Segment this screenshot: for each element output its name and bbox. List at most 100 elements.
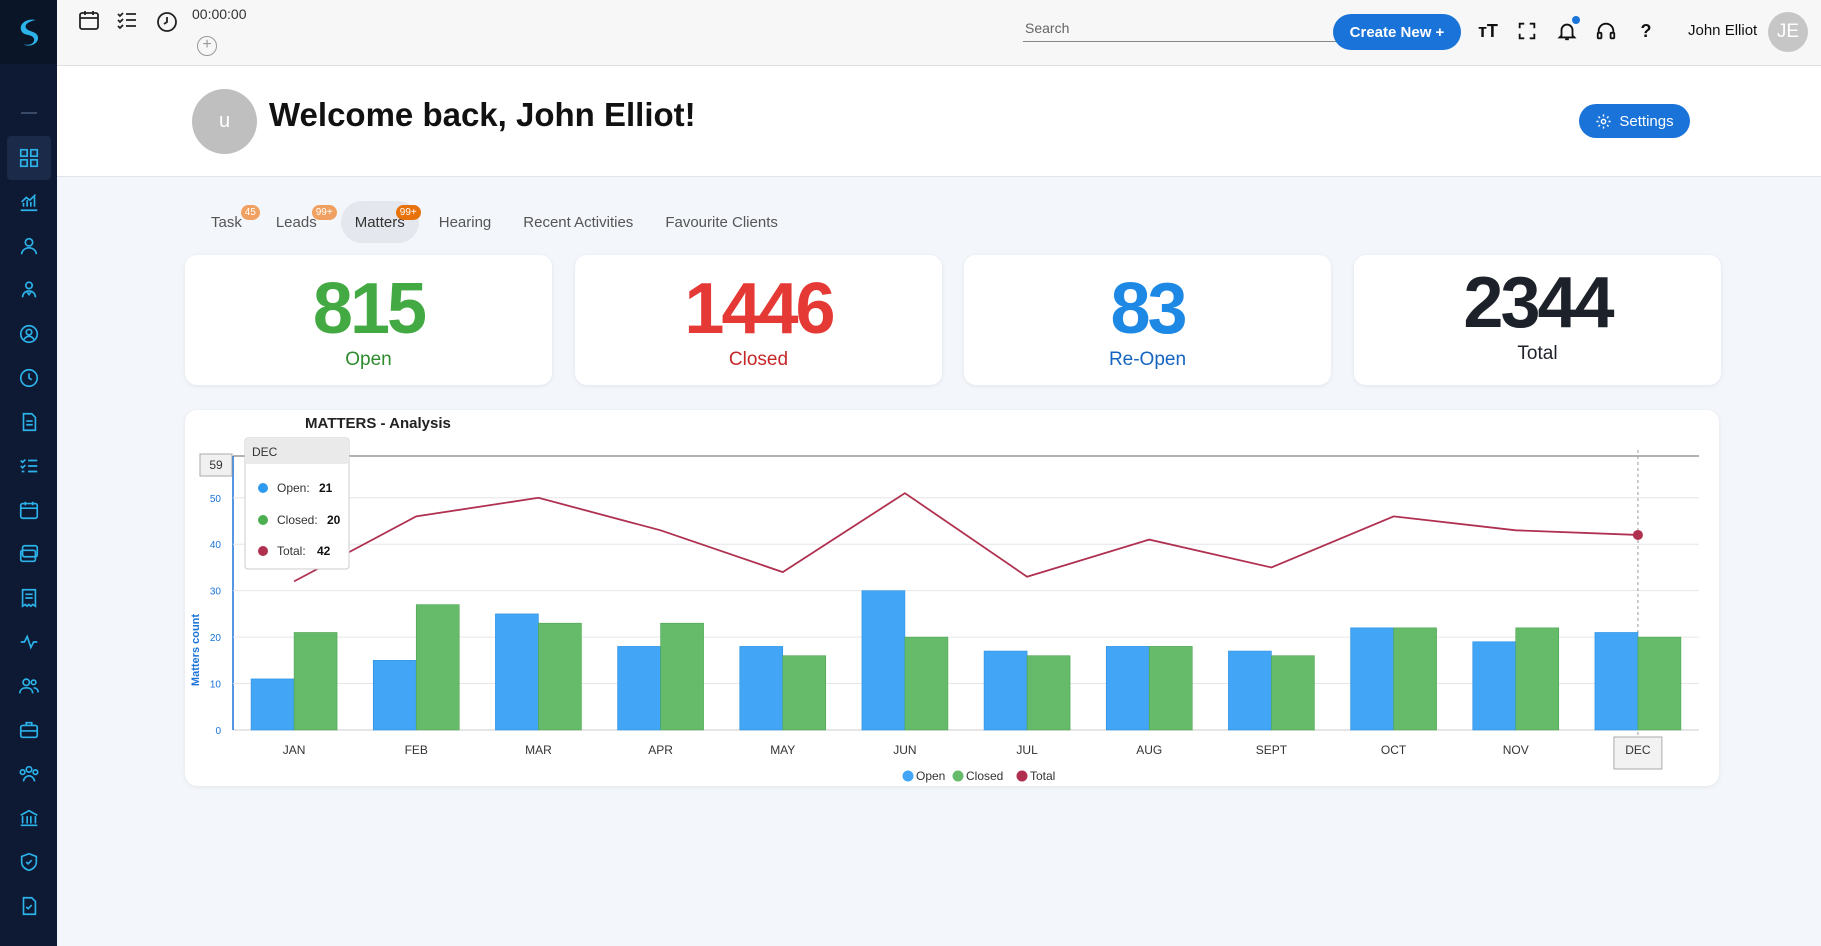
bell-icon[interactable] — [1554, 16, 1580, 44]
tab-hearing[interactable]: Hearing — [425, 201, 506, 243]
sidebar-item-contacts[interactable] — [0, 268, 57, 312]
checklist-icon — [19, 458, 37, 473]
tab-label: Hearing — [438, 213, 492, 231]
logo-icon — [20, 19, 38, 46]
tooltip-closed-value: 20 — [327, 513, 341, 527]
crosshair-value-box: 59 — [199, 453, 233, 477]
count-badge: 99+ — [395, 205, 421, 220]
legend-marker — [902, 770, 914, 782]
sidebar-item-clients[interactable] — [0, 312, 57, 356]
bar-open — [372, 660, 417, 731]
settings-button[interactable]: Settings — [1579, 104, 1690, 138]
cards-icon — [19, 544, 38, 563]
sidebar-item-security[interactable] — [0, 840, 57, 884]
search-placeholder: Search — [1025, 20, 1070, 36]
sidebar-item-analytics[interactable] — [0, 180, 57, 224]
x-tick-label: MAR — [525, 743, 552, 757]
tab-recent-activities[interactable]: Recent Activities — [509, 201, 647, 243]
stat-label: Total — [1517, 343, 1558, 364]
x-tick-label: APR — [648, 743, 673, 757]
user-name[interactable]: John Elliot — [1688, 22, 1758, 39]
bar-closed — [782, 655, 827, 731]
bar-closed — [538, 622, 582, 731]
app-logo[interactable] — [0, 0, 57, 64]
bar-open — [250, 678, 295, 731]
bar-closed — [1271, 655, 1315, 731]
sidebar-item-workflow[interactable] — [0, 620, 57, 664]
stat-card-reopen[interactable]: 83 Re-Open — [964, 255, 1331, 385]
sidebar-item-user[interactable] — [0, 224, 57, 268]
sidebar-item-invoices[interactable] — [0, 576, 57, 620]
bar-open — [617, 646, 661, 731]
bar-closed — [1393, 627, 1437, 731]
matters-analysis-chart: MATTERS - Analysis Matters count 0 10 20 30… — [185, 410, 1719, 786]
text-size-icon[interactable]: тT — [1478, 20, 1498, 41]
sidebar-item-documents[interactable] — [0, 400, 57, 444]
y-axis-label: Matters count — [190, 614, 202, 686]
help-icon[interactable]: ? — [1640, 20, 1652, 41]
line-total — [293, 492, 1638, 583]
tab-label: Recent Activities — [523, 213, 634, 231]
sidebar-item-billing[interactable] — [0, 532, 57, 576]
sidebar-item-approvals[interactable] — [0, 884, 57, 928]
stat-value: 83 — [1110, 269, 1187, 349]
user-avatar[interactable]: JE — [1768, 12, 1808, 52]
y-tick-label: 20 — [210, 633, 222, 644]
workflow-icon — [20, 634, 37, 650]
sidebar-item-time[interactable] — [0, 356, 57, 400]
sidebar — [0, 0, 57, 946]
bar-closed — [904, 636, 949, 731]
x-tick-label: SEPT — [1256, 743, 1288, 757]
legend-label: Open — [916, 769, 945, 783]
sidebar-item-bank[interactable] — [0, 796, 57, 840]
sidebar-item-calendar[interactable] — [0, 488, 57, 532]
chart-title: MATTERS - Analysis — [305, 415, 451, 432]
stopwatch-icon[interactable] — [155, 10, 179, 34]
stat-card-closed[interactable]: 1446 Closed — [575, 255, 942, 385]
sidebar-item-dashboard[interactable] — [6, 136, 51, 180]
fullscreen-icon[interactable] — [1514, 18, 1540, 44]
tooltip-total-label: Total: — [277, 544, 306, 558]
x-tick-label: JUL — [1016, 743, 1038, 757]
tooltip-total-value: 42 — [317, 544, 331, 558]
stat-card-total[interactable]: 2344 Total — [1354, 255, 1721, 385]
sidebar-item-groups[interactable] — [0, 752, 57, 796]
calendar-icon[interactable] — [77, 8, 101, 32]
chart-svg: MATTERS - Analysis Matters count 0 10 20 30… — [190, 415, 1699, 783]
sidebar-item-team[interactable] — [0, 664, 57, 708]
create-new-button[interactable]: Create New + — [1333, 14, 1461, 50]
bar-open — [739, 646, 784, 731]
task-list-icon[interactable] — [115, 8, 139, 32]
tab-task[interactable]: Task 45 — [197, 201, 260, 243]
bar-closed — [1026, 655, 1071, 731]
tab-label: Favourite Clients — [665, 213, 778, 231]
search-input[interactable]: Search — [1023, 18, 1379, 42]
tab-leads[interactable]: Leads 99+ — [262, 201, 337, 243]
x-tick-label: FEB — [405, 743, 428, 757]
bar-closed — [293, 632, 338, 731]
legend-label: Total — [1030, 769, 1055, 783]
tab-favourite-clients[interactable]: Favourite Clients — [651, 201, 792, 243]
y-tick-label: 30 — [210, 587, 222, 598]
x-tick-label: AUG — [1136, 743, 1162, 757]
page-title: Welcome back, John Elliot! — [269, 96, 696, 133]
tooltip-closed-label: Closed: — [277, 513, 318, 527]
bar-closed — [1148, 646, 1193, 731]
bar-open — [495, 613, 539, 731]
bar-open — [983, 650, 1028, 731]
sidebar-item-tasks[interactable] — [0, 444, 57, 488]
add-timer-button[interactable]: + — [197, 36, 217, 56]
legend-marker — [952, 770, 964, 782]
stat-value: 815 — [312, 269, 427, 349]
y-tick-label: 10 — [210, 680, 222, 691]
users-icon — [18, 678, 39, 694]
headset-icon[interactable] — [1593, 18, 1619, 44]
tab-matters[interactable]: Matters 99+ — [340, 201, 421, 243]
x-tick-label: OCT — [1381, 743, 1407, 757]
stat-label: Open — [345, 349, 392, 370]
stat-card-open[interactable]: 815 Open — [185, 255, 552, 385]
sidebar-item-matters[interactable] — [0, 708, 57, 752]
receipt-icon — [21, 588, 36, 608]
chart-icon — [20, 194, 37, 212]
person-icon — [21, 281, 36, 298]
